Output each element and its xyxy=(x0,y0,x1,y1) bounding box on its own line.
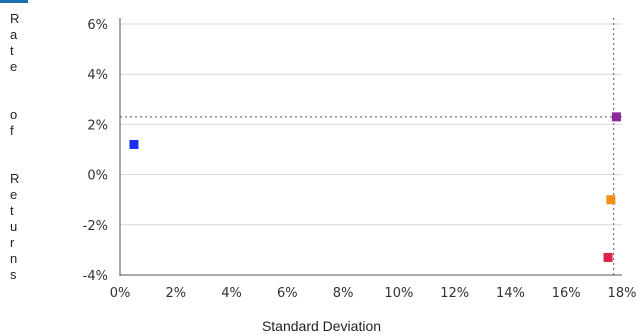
x-tick-label: 10% xyxy=(384,286,413,301)
data-point xyxy=(606,195,616,205)
x-tick-label: 16% xyxy=(552,286,581,301)
grid-layer xyxy=(120,23,622,276)
tick-labels: -4% -2% 0% 2% 4% 6% 0% 2% 4% 6% 8% 10% 12% 14% 16% 18% xyxy=(83,18,637,301)
y-tick-label: 6% xyxy=(87,18,108,33)
data-point xyxy=(611,112,621,122)
data-point xyxy=(129,139,139,149)
x-tick-label: 6% xyxy=(277,286,298,301)
y-tick-label: -4% xyxy=(83,269,108,284)
y-tick-label: 0% xyxy=(87,169,108,184)
data-point xyxy=(603,252,613,262)
x-tick-label: 4% xyxy=(221,286,242,301)
x-tick-label: 8% xyxy=(333,286,354,301)
x-tick-label: 0% xyxy=(110,286,131,301)
y-tick-label: 4% xyxy=(87,68,108,83)
axes xyxy=(119,18,622,276)
y-tick-label: -2% xyxy=(83,219,108,234)
corner-tab xyxy=(0,0,28,3)
y-tick-label: 2% xyxy=(87,118,108,133)
reference-lines xyxy=(120,18,622,275)
y-axis-label: R a t e o f R e t u r n s xyxy=(10,11,20,282)
scatter-chart: -4% -2% 0% 2% 4% 6% 0% 2% 4% 6% 8% 10% 12% 14% 16% 18% xyxy=(83,18,637,301)
x-tick-label: 18% xyxy=(608,286,637,301)
x-tick-label: 2% xyxy=(165,286,186,301)
data-points xyxy=(129,112,621,262)
x-tick-label: 12% xyxy=(440,286,469,301)
x-axis-label: Standard Deviation xyxy=(261,318,382,334)
x-tick-label: 14% xyxy=(496,286,525,301)
